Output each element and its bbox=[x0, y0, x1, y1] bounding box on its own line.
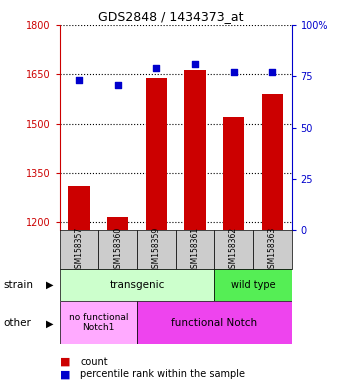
Bar bbox=[137, 301, 292, 344]
Text: GSM158361: GSM158361 bbox=[190, 227, 199, 273]
Bar bbox=[137, 230, 176, 269]
Text: GSM158362: GSM158362 bbox=[229, 227, 238, 273]
Text: no functional
Notch1: no functional Notch1 bbox=[69, 313, 128, 332]
Bar bbox=[176, 230, 214, 269]
Bar bbox=[184, 70, 206, 384]
Text: ▶: ▶ bbox=[46, 318, 54, 328]
Point bbox=[192, 61, 198, 67]
Point bbox=[153, 65, 159, 71]
Bar bbox=[60, 301, 137, 344]
Point bbox=[231, 69, 236, 75]
Text: ■: ■ bbox=[60, 369, 70, 379]
Text: functional Notch: functional Notch bbox=[171, 318, 257, 328]
Bar bbox=[214, 269, 292, 301]
Bar bbox=[223, 117, 244, 384]
Bar bbox=[107, 217, 128, 384]
Bar bbox=[68, 186, 90, 384]
Text: GSM158363: GSM158363 bbox=[268, 227, 277, 273]
Bar bbox=[146, 78, 167, 384]
Text: strain: strain bbox=[3, 280, 33, 290]
Bar bbox=[60, 269, 214, 301]
Text: percentile rank within the sample: percentile rank within the sample bbox=[80, 369, 245, 379]
Point bbox=[115, 81, 120, 88]
Text: GSM158359: GSM158359 bbox=[152, 227, 161, 273]
Bar bbox=[253, 230, 292, 269]
Text: transgenic: transgenic bbox=[109, 280, 165, 290]
Bar bbox=[60, 230, 98, 269]
Bar bbox=[214, 230, 253, 269]
Point bbox=[269, 69, 275, 75]
Text: wild type: wild type bbox=[231, 280, 275, 290]
Text: ■: ■ bbox=[60, 357, 70, 367]
Text: GDS2848 / 1434373_at: GDS2848 / 1434373_at bbox=[98, 10, 243, 23]
Bar bbox=[262, 94, 283, 384]
Text: ▶: ▶ bbox=[46, 280, 54, 290]
Point bbox=[76, 77, 82, 83]
Bar bbox=[98, 230, 137, 269]
Text: other: other bbox=[3, 318, 31, 328]
Text: GSM158357: GSM158357 bbox=[74, 227, 84, 273]
Text: count: count bbox=[80, 357, 108, 367]
Text: GSM158360: GSM158360 bbox=[113, 227, 122, 273]
